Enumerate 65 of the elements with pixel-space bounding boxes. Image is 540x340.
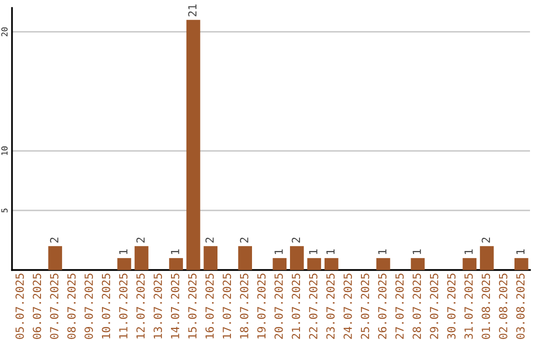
x-tick-label: 12.07.2025 (136, 274, 145, 338)
bar (169, 258, 183, 270)
x-tick-label: 05.07.2025 (15, 274, 24, 339)
x-tick-label: 14.07.2025 (170, 274, 180, 338)
x-tick-label: 24.07.2025 (344, 274, 352, 339)
data-label: 1 (171, 249, 180, 254)
data-label: 2 (292, 238, 300, 243)
x-tick-label: 30.07.2025 (447, 274, 456, 339)
x-tick-label: 09.07.2025 (84, 274, 93, 339)
x-tick-label: 19.07.2025 (257, 274, 266, 338)
x-tick-label: 17.07.2025 (222, 274, 232, 338)
bar (514, 258, 528, 270)
x-tick-label: 25.07.2025 (360, 274, 370, 339)
bar (410, 258, 425, 270)
x-tick-label: 07.07.2025 (50, 274, 58, 339)
x-tick-label: 22.07.2025 (309, 274, 318, 339)
bar (204, 246, 218, 270)
x-tick-label: 18.07.2025 (240, 274, 248, 338)
data-label: 1 (119, 249, 128, 254)
data-label: 2 (482, 238, 490, 243)
bar (290, 246, 304, 270)
bar (272, 258, 287, 270)
y-tick-label: 20 (1, 27, 8, 36)
data-label: 1 (378, 249, 386, 254)
x-tick-label: 26.07.2025 (378, 274, 386, 339)
bar (324, 258, 338, 270)
data-label: 2 (240, 238, 248, 243)
x-tick-label: 08.07.2025 (67, 274, 76, 339)
x-tick-label: 02.08.2025 (498, 274, 508, 339)
bar (48, 246, 62, 270)
data-label: 1 (274, 249, 283, 254)
bar (117, 258, 132, 270)
y-tick-label: 10 (1, 146, 8, 155)
data-label: 1 (516, 249, 524, 254)
bar (186, 20, 200, 270)
bar (307, 258, 322, 270)
x-tick-label: 10.07.2025 (102, 274, 110, 338)
bar (462, 258, 476, 270)
x-tick-label: 27.07.2025 (395, 274, 404, 339)
bar (480, 246, 494, 270)
x-tick-label: 28.07.2025 (412, 274, 422, 339)
data-label: 1 (309, 249, 318, 254)
x-tick-label: 06.07.2025 (32, 274, 42, 339)
x-tick-label: 15.07.2025 (188, 274, 197, 338)
data-label: 21 (188, 4, 196, 16)
x-tick-label: 31.07.2025 (464, 274, 473, 339)
bar (134, 246, 148, 270)
data-label: 2 (50, 238, 58, 243)
data-label: 1 (464, 249, 473, 254)
data-label: 2 (136, 238, 145, 243)
y-tick-label: 5 (1, 208, 8, 212)
data-label: 2 (205, 238, 214, 243)
x-tick-label: 13.07.2025 (154, 274, 162, 338)
data-label: 1 (326, 249, 335, 254)
x-tick-label: 16.07.2025 (205, 274, 214, 338)
x-tick-label: 11.07.2025 (119, 274, 128, 338)
x-tick-label: 21.07.2025 (292, 274, 300, 339)
x-tick-label: 23.07.2025 (326, 274, 335, 339)
x-tick-label: 20.07.2025 (274, 274, 283, 339)
x-tick-label: 01.08.2025 (482, 274, 490, 339)
bar (238, 246, 252, 270)
bar (376, 258, 390, 270)
x-tick-label: 03.08.2025 (516, 274, 525, 339)
x-tick-label: 29.07.2025 (430, 274, 438, 339)
data-label: 1 (412, 249, 421, 254)
